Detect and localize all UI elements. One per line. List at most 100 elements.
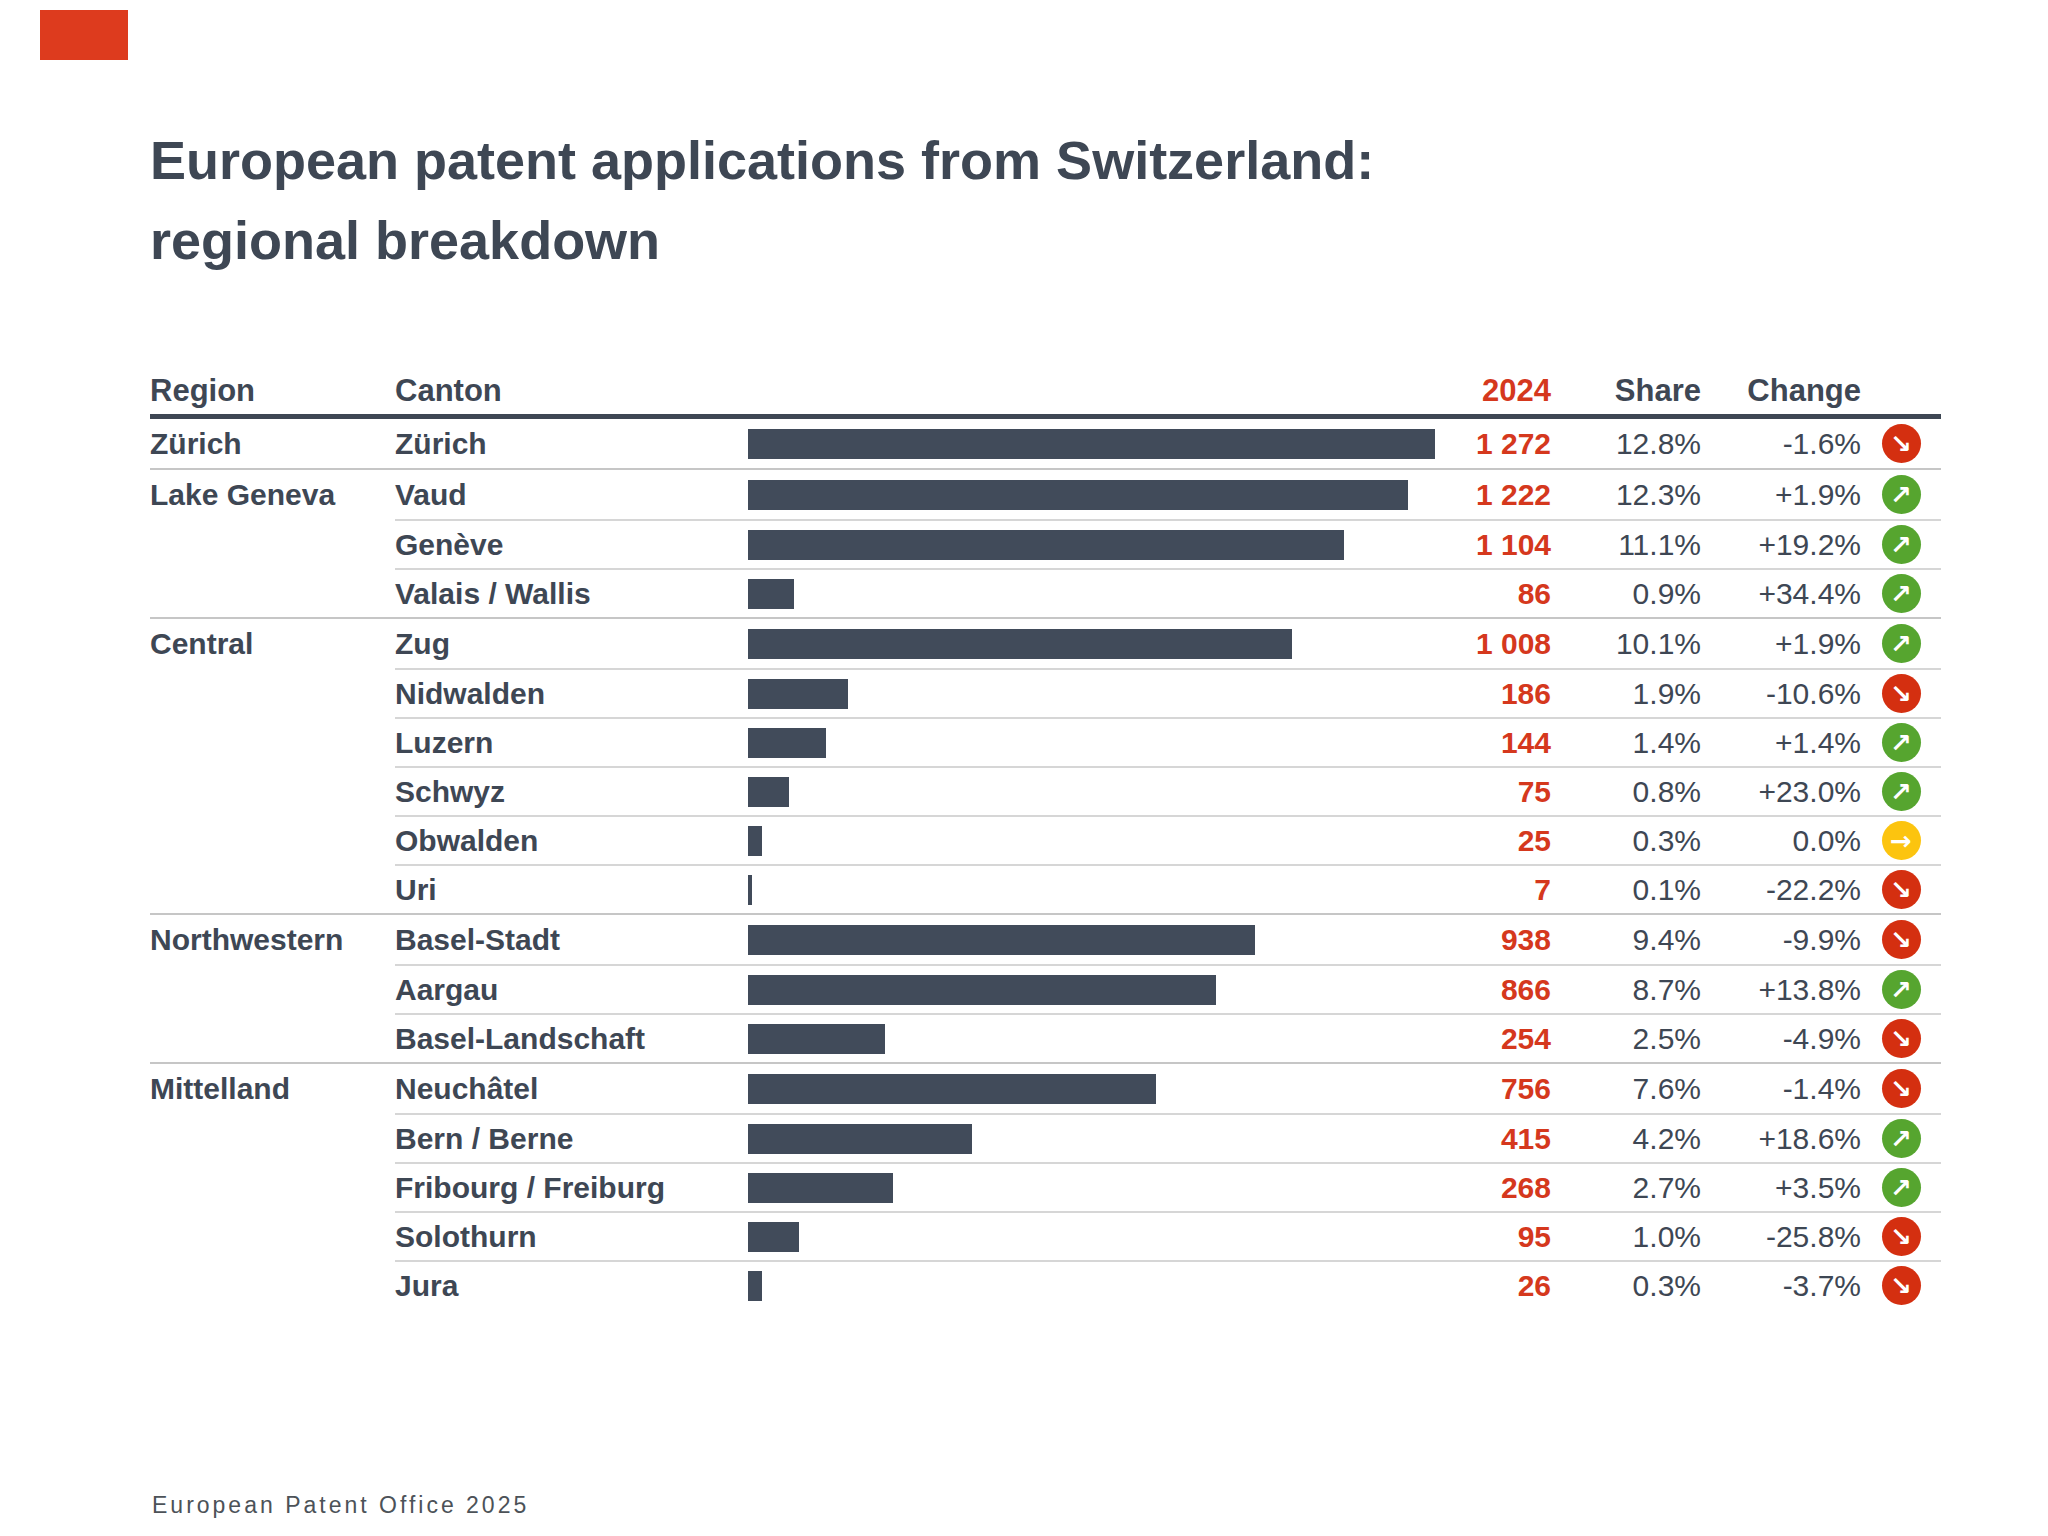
value-bar [748,679,848,709]
value-2024: 95 [1435,1211,1551,1260]
bar-cell [745,766,1435,815]
col-header-bar-spacer [745,368,1435,414]
trend-cell: ↗ [1861,619,1941,668]
region-label: Central [150,619,395,668]
table-row: Solothurn951.0%-25.8%↘ [150,1211,1941,1260]
trend-cell: ↘ [1861,419,1941,468]
change-value: +19.2% [1701,519,1861,568]
down-right-arrow-icon: ↘ [1882,1069,1921,1108]
region-label: Zürich [150,419,395,468]
trend-cell: ↗ [1861,1162,1941,1211]
change-value: -1.6% [1701,419,1861,468]
region-label [150,766,395,815]
bar-cell [745,1064,1435,1113]
bar-cell [745,1113,1435,1162]
change-value: -9.9% [1701,915,1861,964]
trend-cell: ↗ [1861,568,1941,617]
table-body: ZürichZürich1 27212.8%-1.6%↘Lake GenevaV… [150,419,1941,1309]
value-bar [748,875,752,905]
region-label [150,964,395,1013]
region-label: Lake Geneva [150,470,395,519]
share-value: 12.8% [1551,419,1701,468]
value-bar [748,530,1344,560]
bar-cell [745,519,1435,568]
table-row: Fribourg / Freiburg2682.7%+3.5%↗ [150,1162,1941,1211]
change-value: +34.4% [1701,568,1861,617]
table-row: Aargau8668.7%+13.8%↗ [150,964,1941,1013]
value-bar [748,579,794,609]
change-value: -10.6% [1701,668,1861,717]
table-row: NorthwesternBasel-Stadt9389.4%-9.9%↘ [150,913,1941,964]
up-right-arrow-icon: ↗ [1882,970,1921,1009]
value-bar [748,1074,1156,1104]
share-value: 1.0% [1551,1211,1701,1260]
value-2024: 1 272 [1435,419,1551,468]
change-value: +3.5% [1701,1162,1861,1211]
bar-cell [745,717,1435,766]
page-title-line2: regional breakdown [150,210,660,270]
value-2024: 254 [1435,1013,1551,1062]
share-value: 8.7% [1551,964,1701,1013]
down-right-arrow-icon: ↘ [1882,1019,1921,1058]
table-row: CentralZug1 00810.1%+1.9%↗ [150,617,1941,668]
trend-cell: ↘ [1861,864,1941,913]
trend-cell: → [1861,815,1941,864]
value-bar [748,1173,893,1203]
table-row: Luzern1441.4%+1.4%↗ [150,717,1941,766]
trend-cell: ↘ [1861,1064,1941,1113]
up-right-arrow-icon: ↗ [1882,624,1921,663]
share-value: 9.4% [1551,915,1701,964]
share-value: 0.3% [1551,815,1701,864]
value-2024: 144 [1435,717,1551,766]
change-value: +1.4% [1701,717,1861,766]
col-header-region: Region [150,368,395,414]
canton-label: Basel-Stadt [395,915,745,964]
change-value: -1.4% [1701,1064,1861,1113]
value-2024: 86 [1435,568,1551,617]
table-row: Uri70.1%-22.2%↘ [150,864,1941,913]
bar-cell [745,964,1435,1013]
region-label [150,864,395,913]
trend-cell: ↗ [1861,1113,1941,1162]
bar-cell [745,419,1435,468]
value-bar [748,1271,762,1301]
col-header-change: Change [1701,368,1861,414]
bar-cell [745,1013,1435,1062]
table-row: Jura260.3%-3.7%↘ [150,1260,1941,1309]
share-value: 2.5% [1551,1013,1701,1062]
canton-label: Fribourg / Freiburg [395,1162,745,1211]
value-2024: 1 222 [1435,470,1551,519]
change-value: -22.2% [1701,864,1861,913]
value-2024: 1 008 [1435,619,1551,668]
trend-cell: ↗ [1861,766,1941,815]
col-header-2024: 2024 [1435,368,1551,414]
region-label [150,717,395,766]
down-right-arrow-icon: ↘ [1882,1266,1921,1305]
footer-credit: European Patent Office 2025 [152,1492,529,1519]
change-value: -25.8% [1701,1211,1861,1260]
change-value: 0.0% [1701,815,1861,864]
down-right-arrow-icon: ↘ [1882,870,1921,909]
region-label [150,519,395,568]
canton-label: Luzern [395,717,745,766]
bar-cell [745,1260,1435,1309]
share-value: 10.1% [1551,619,1701,668]
share-value: 0.3% [1551,1260,1701,1309]
region-label: Northwestern [150,915,395,964]
canton-label: Nidwalden [395,668,745,717]
table-row: Lake GenevaVaud1 22212.3%+1.9%↗ [150,468,1941,519]
value-2024: 26 [1435,1260,1551,1309]
value-2024: 268 [1435,1162,1551,1211]
down-right-arrow-icon: ↘ [1882,1217,1921,1256]
canton-label: Bern / Berne [395,1113,745,1162]
value-bar [748,925,1255,955]
up-right-arrow-icon: ↗ [1882,1119,1921,1158]
value-bar [748,975,1216,1005]
trend-cell: ↗ [1861,519,1941,568]
region-label [150,1260,395,1309]
canton-label: Aargau [395,964,745,1013]
bar-cell [745,1211,1435,1260]
region-label: Mittelland [150,1064,395,1113]
value-bar [748,429,1435,459]
table-row: ZürichZürich1 27212.8%-1.6%↘ [150,419,1941,468]
